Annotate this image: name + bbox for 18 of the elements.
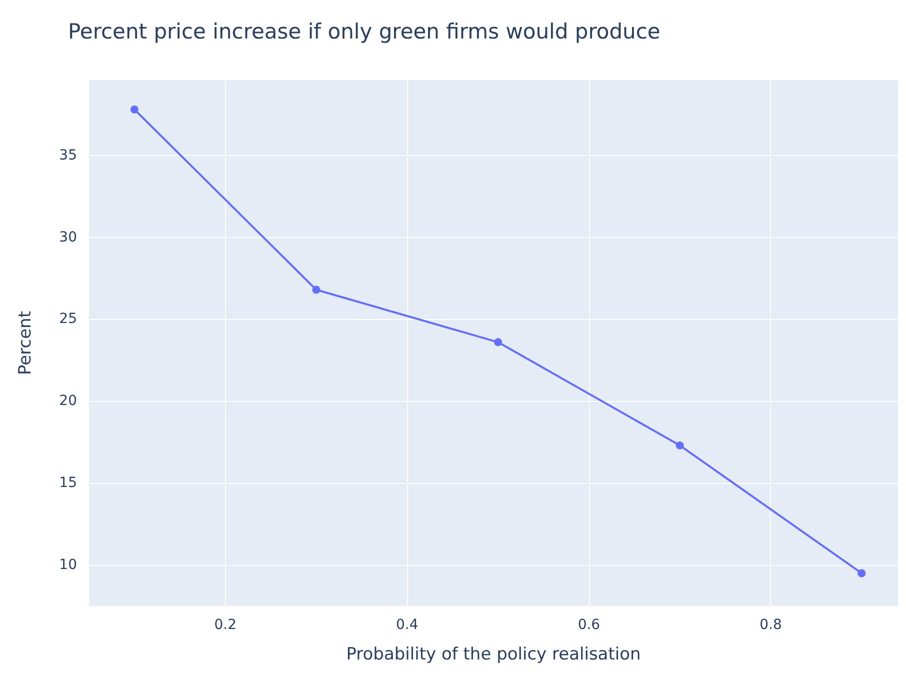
y-tick-label: 35	[59, 147, 77, 164]
x-tick-label: 0.4	[396, 617, 418, 633]
point	[494, 338, 502, 346]
point	[312, 286, 320, 294]
point	[130, 105, 138, 114]
y-tick-label: 15	[59, 475, 77, 492]
point	[676, 441, 684, 450]
x-tick-label: 0.6	[578, 617, 600, 633]
point	[858, 569, 866, 578]
x-tick-label: 0.8	[760, 617, 782, 633]
y-tick-label: 20	[59, 393, 77, 410]
x-tick-label: 0.2	[214, 617, 236, 633]
chart-title: Percent price increase if only green firms would produce	[68, 20, 660, 44]
y-tick-label: 25	[59, 311, 77, 328]
y-axis-title: Percent	[16, 310, 36, 375]
x-axis-title: Probability of the policy realisation	[346, 644, 641, 664]
y-tick-label: 30	[59, 229, 77, 246]
y-tick-label: 10	[59, 557, 77, 574]
